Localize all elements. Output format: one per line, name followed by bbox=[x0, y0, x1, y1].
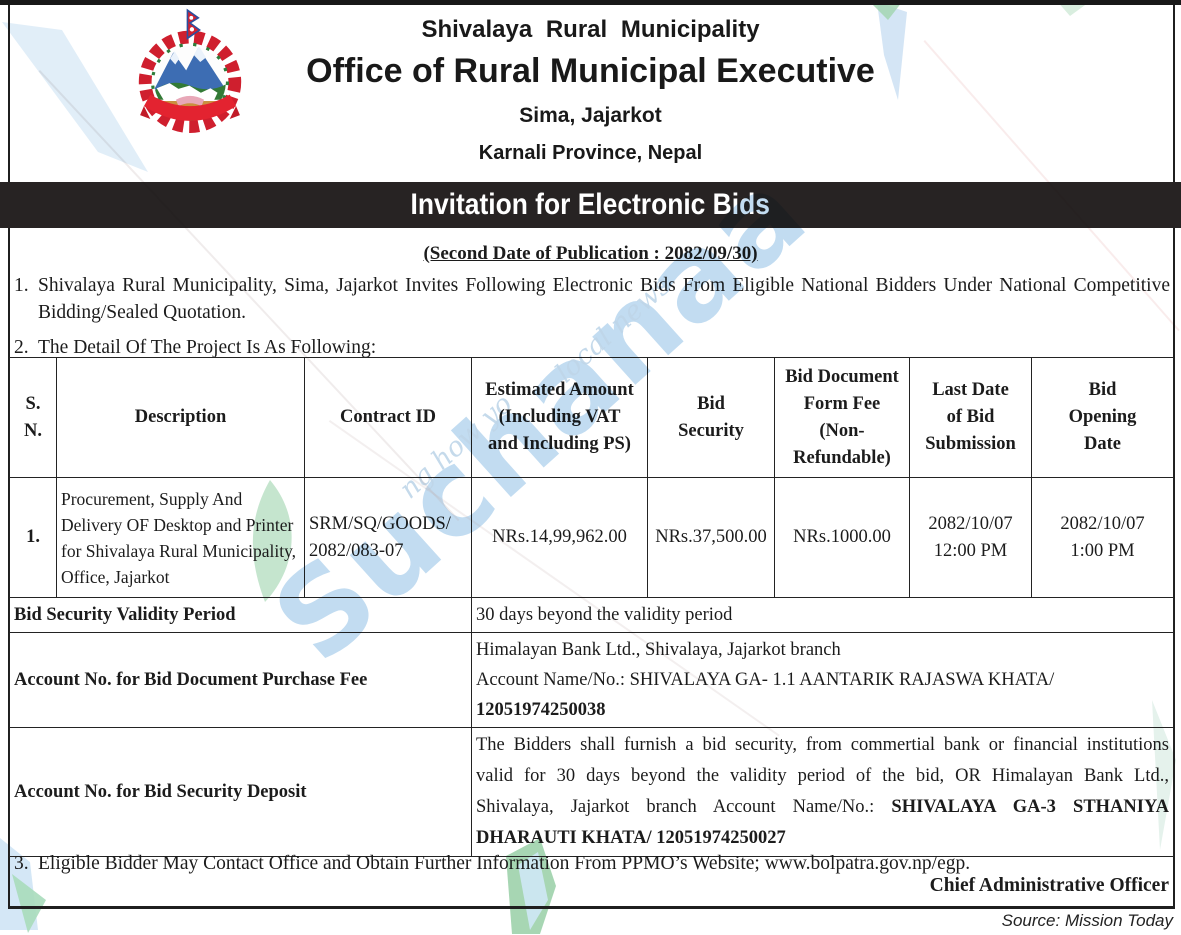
deposit-line3: Shivalaya, Jajarkot branch Account Name/… bbox=[476, 797, 1169, 817]
deposit-account-number: DHARAUTI KHATA/ 12051974250027 bbox=[476, 828, 786, 848]
cell-description: Procurement, Supply And Delivery OF Desk… bbox=[56, 477, 305, 598]
watermark-shape-bottom-left-green bbox=[12, 874, 46, 933]
cell-form-fee: NRs.1000.00 bbox=[774, 477, 910, 598]
cell-last-submission: 2082/10/07 12:00 PM bbox=[909, 477, 1032, 598]
list-text: Shivalaya Rural Municipality, Sima, Jaja… bbox=[38, 272, 1170, 326]
info-label-security-deposit: Account No. for Bid Security Deposit bbox=[9, 727, 472, 857]
cell-estimated-amount: NRs.14,99,962.00 bbox=[471, 477, 648, 598]
list-number: 3. bbox=[14, 853, 29, 874]
info-label-purchase-fee: Account No. for Bid Document Purchase Fe… bbox=[9, 632, 472, 728]
watermark-shape-top-green bbox=[868, 0, 902, 20]
bids-table: S. N. Description Contract ID Estimated … bbox=[9, 357, 1174, 857]
info-value-purchase-fee: Himalayan Bank Ltd., Shivalaya, Jajarkot… bbox=[471, 632, 1174, 728]
watermark-shape-top-kite bbox=[877, 2, 907, 100]
publication-note: (Second Date of Publication : 2082/09/30… bbox=[423, 243, 758, 264]
table-row: 1. Procurement, Supply And Delivery OF D… bbox=[9, 477, 1174, 598]
col-header-sn: S. N. bbox=[9, 357, 57, 478]
bids-banner: Invitation for Electronic Bids bbox=[0, 182, 1181, 228]
list-item-1: 1. Shivalaya Rural Municipality, Sima, J… bbox=[14, 272, 1170, 326]
source-credit: Source: Mission Today bbox=[1001, 911, 1173, 930]
document-top-border bbox=[0, 0, 1181, 5]
watermark-shape-bottom-center-blue bbox=[518, 852, 548, 930]
purchase-fee-account-number: 12051974250038 bbox=[476, 700, 606, 720]
cell-opening-date: 2082/10/07 1:00 PM bbox=[1031, 477, 1174, 598]
item1-line2: Bidding/Sealed Quotation. bbox=[38, 302, 246, 323]
info-value-validity: 30 days beyond the validity period bbox=[471, 597, 1174, 633]
info-row-purchase-fee: Account No. for Bid Document Purchase Fe… bbox=[9, 632, 1174, 728]
col-header-contract-id: Contract ID bbox=[304, 357, 472, 478]
purchase-fee-line2: Account Name/No.: SHIVALAYA GA- 1.1 AANT… bbox=[476, 670, 1055, 690]
address-line: Sima, Jajarkot bbox=[519, 104, 662, 127]
deposit-line2: valid for 30 days beyond the validity pe… bbox=[476, 766, 1169, 786]
col-header-opening-date: Bid Opening Date bbox=[1031, 357, 1174, 478]
col-header-estimated-amount: Estimated Amount (Including VAT and Incl… bbox=[471, 357, 648, 478]
col-header-description: Description bbox=[56, 357, 305, 478]
list-number: 1. bbox=[14, 275, 29, 296]
col-header-form-fee: Bid Document Form Fee (Non- Refundable) bbox=[774, 357, 910, 478]
info-label-validity: Bid Security Validity Period bbox=[9, 597, 472, 633]
col-header-last-submission: Last Date of Bid Submission bbox=[909, 357, 1032, 478]
table-header-row: S. N. Description Contract ID Estimated … bbox=[9, 357, 1174, 478]
item3-text: Eligible Bidder May Contact Office and O… bbox=[38, 853, 971, 874]
info-row-security-deposit: Account No. for Bid Security Deposit The… bbox=[9, 727, 1174, 857]
col-header-bid-security: Bid Security bbox=[647, 357, 775, 478]
deposit-line1: The Bidders shall furnish a bid security… bbox=[476, 735, 1169, 755]
list-number: 2. bbox=[14, 337, 29, 358]
info-row-validity: Bid Security Validity Period 30 days bey… bbox=[9, 597, 1174, 633]
cell-contract-id: SRM/SQ/GOODS/ 2082/083-07 bbox=[304, 477, 472, 598]
cell-sn: 1. bbox=[9, 477, 57, 598]
cell-bid-security: NRs.37,500.00 bbox=[647, 477, 775, 598]
province-line: Karnali Province, Nepal bbox=[478, 142, 703, 164]
signature-title: Chief Administrative Officer bbox=[929, 875, 1169, 896]
purchase-fee-line1: Himalayan Bank Ltd., Shivalaya, Jajarkot… bbox=[476, 640, 841, 660]
list-item-3: 3. Eligible Bidder May Contact Office an… bbox=[14, 850, 1170, 877]
municipality-name: Shivalaya Rural Municipality bbox=[421, 16, 760, 43]
item1-line1: Shivalaya Rural Municipality, Sima, Jaja… bbox=[38, 275, 1170, 296]
office-name: Office of Rural Municipal Executive bbox=[306, 52, 875, 90]
banner-title: Invitation for Electronic Bids bbox=[410, 188, 771, 221]
info-value-security-deposit: The Bidders shall furnish a bid security… bbox=[471, 727, 1174, 857]
